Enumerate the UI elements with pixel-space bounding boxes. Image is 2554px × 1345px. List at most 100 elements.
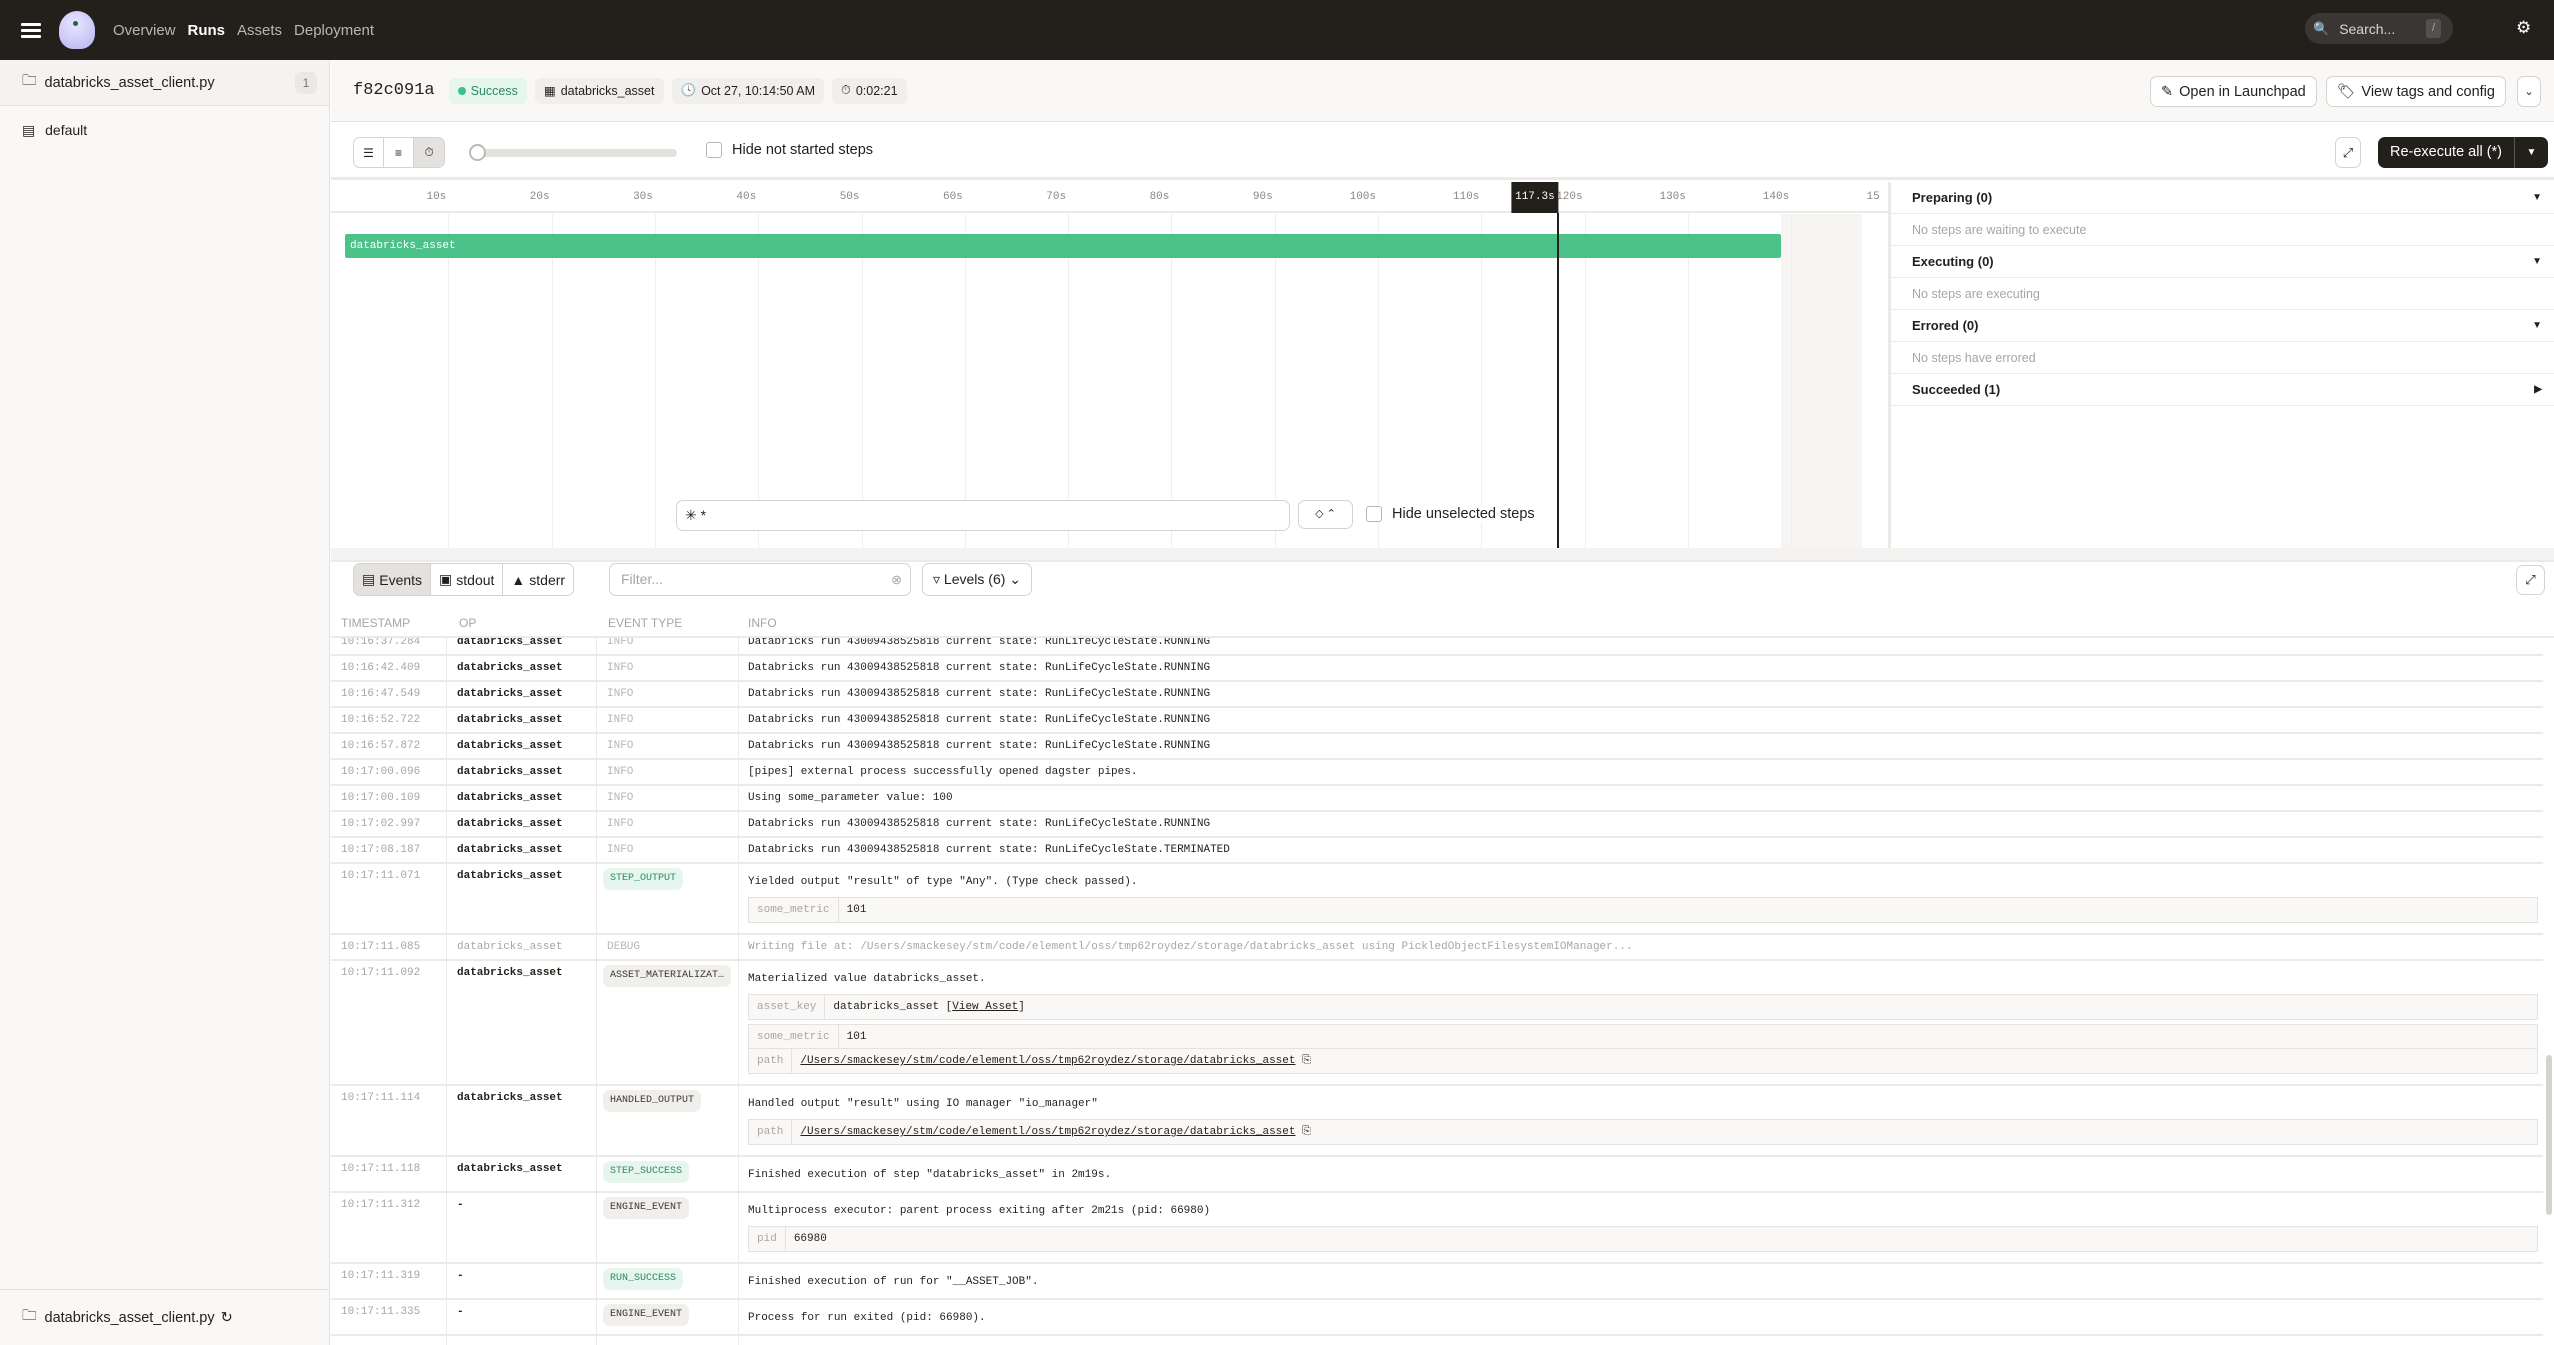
- caret-down-icon[interactable]: ▼: [2526, 147, 2537, 158]
- event-type-badge: STEP_OUTPUT: [603, 868, 684, 890]
- selection-options-button[interactable]: ◇ ⌃: [1298, 500, 1353, 529]
- timeline-cursor-label: 117.3s: [1511, 182, 1559, 213]
- reexecute-button[interactable]: Re-execute all (*) ▼: [2378, 137, 2548, 168]
- log-op[interactable]: databricks_asset: [457, 638, 563, 648]
- reload-icon[interactable]: ↻: [220, 1309, 233, 1326]
- log-message: Yielded output "result" of type "Any". (…: [748, 876, 1138, 888]
- slider-handle[interactable]: [469, 144, 486, 161]
- dagster-logo[interactable]: [59, 11, 95, 49]
- caret-right-icon[interactable]: ▶: [2534, 384, 2542, 395]
- sidebar-item-default[interactable]: ▤ default: [0, 106, 329, 155]
- path-link[interactable]: /Users/smackesey/stm/code/elementl/oss/t…: [800, 1055, 1296, 1067]
- log-op[interactable]: databricks_asset: [457, 844, 563, 856]
- flat-view-icon[interactable]: ☰: [354, 138, 384, 167]
- caret-down-icon[interactable]: ▼: [2532, 256, 2542, 267]
- status-section-header[interactable]: Errored (0) ▼: [1891, 310, 2554, 342]
- metadata-value: 66980: [786, 1233, 827, 1245]
- view-asset-link[interactable]: View Asset: [952, 1001, 1019, 1013]
- log-timestamp: 10:17:02.997: [341, 818, 421, 830]
- log-timestamp: 10:17:11.118: [341, 1163, 421, 1175]
- log-filter-input[interactable]: Filter... ⊗: [609, 563, 911, 596]
- metadata-key: asset_key: [749, 995, 826, 1019]
- metadata-value: 101: [839, 904, 867, 916]
- checkbox[interactable]: [1366, 506, 1382, 522]
- log-timestamp: 10:17:11.312: [341, 1199, 421, 1211]
- caret-down-icon[interactable]: ▼: [2532, 192, 2542, 203]
- timeline-cursor[interactable]: [1556, 213, 1559, 548]
- sidebar-file[interactable]: 🗀 databricks_asset_client.py 1: [0, 60, 329, 106]
- metadata-key: path: [749, 1120, 793, 1144]
- timeline-gridline: [1687, 214, 1689, 548]
- step-selection-input[interactable]: ✳ *: [676, 500, 1290, 531]
- tab-stdout[interactable]: ▣ stdout: [431, 564, 504, 595]
- hamburger-menu-icon[interactable]: [21, 22, 41, 38]
- log-info: Databricks run 43009438525818 current st…: [748, 638, 2543, 654]
- event-type-badge: ASSET_MATERIALIZAT…: [603, 965, 732, 987]
- zoom-slider[interactable]: [469, 144, 677, 161]
- panel-divider[interactable]: [331, 548, 2554, 562]
- levels-dropdown[interactable]: ▿ Levels (6) ⌄: [922, 563, 1033, 596]
- search-input[interactable]: 🔍 Search... /: [2305, 13, 2453, 44]
- timeline-end-shade: [1780, 214, 1862, 548]
- more-actions-button[interactable]: ⌄: [2517, 76, 2541, 107]
- timeline-tick: 140s: [1762, 191, 1790, 203]
- log-op[interactable]: databricks_asset: [457, 792, 563, 804]
- view-tags-button[interactable]: 🏷 View tags and config: [2326, 76, 2506, 107]
- log-op[interactable]: -: [457, 1270, 464, 1282]
- hide-unselected-checkbox[interactable]: Hide unselected steps: [1366, 506, 1535, 522]
- caret-down-icon[interactable]: ▼: [2532, 320, 2542, 331]
- expand-icon[interactable]: ⤢: [2335, 137, 2361, 168]
- expand-logs-icon[interactable]: ⤢: [2516, 565, 2545, 595]
- status-section-header[interactable]: Preparing (0) ▼: [1891, 182, 2554, 214]
- log-op[interactable]: databricks_asset: [457, 688, 563, 700]
- gear-icon[interactable]: ⚙: [2516, 18, 2532, 37]
- log-op[interactable]: databricks_asset: [457, 1092, 563, 1104]
- log-op[interactable]: databricks_asset: [457, 967, 563, 979]
- nav-overview[interactable]: Overview: [113, 21, 176, 39]
- tab-stderr[interactable]: ▲ stderr: [511, 571, 566, 588]
- copy-icon[interactable]: ⎘: [1295, 1126, 1311, 1138]
- sidebar-footer[interactable]: 🗀 databricks_asset_client.py ↻: [0, 1289, 330, 1345]
- timeline-tick: 120s: [1556, 191, 1583, 203]
- log-info: Databricks run 43009438525818 current st…: [748, 734, 2543, 758]
- nav-deployment[interactable]: Deployment: [294, 21, 375, 39]
- job-tag[interactable]: ▦ databricks_asset: [534, 77, 664, 104]
- tab-events[interactable]: ▤ Events: [354, 564, 432, 595]
- run-header: f82c091a Success ▦ databricks_asset 🕓 Oct …: [331, 60, 2554, 122]
- metadata-entry: some_metric 101: [749, 1024, 2537, 1049]
- log-row: 10:16:37.284 databricks_asset INFO Databric…: [331, 638, 2543, 656]
- log-op[interactable]: databricks_asset: [457, 714, 563, 726]
- log-op[interactable]: databricks_asset: [457, 941, 563, 953]
- log-op[interactable]: -: [457, 1199, 464, 1211]
- timeline-tick: 130s: [1659, 191, 1686, 203]
- nav-assets[interactable]: Assets: [237, 21, 283, 39]
- log-row: 10:17:08.187 databricks_asset INFO Databric…: [331, 838, 2543, 864]
- status-section-header[interactable]: Executing (0) ▼: [1891, 246, 2554, 278]
- path-link[interactable]: /Users/smackesey/stm/code/elementl/oss/t…: [800, 1126, 1296, 1138]
- step-bar-databricks-asset[interactable]: databricks_asset: [345, 234, 1781, 258]
- col-info: INFO: [748, 616, 777, 630]
- log-op[interactable]: databricks_asset: [457, 662, 563, 674]
- log-op[interactable]: databricks_asset: [457, 766, 563, 778]
- hide-not-started-checkbox[interactable]: Hide not started steps: [706, 142, 873, 158]
- nav-runs[interactable]: Runs: [187, 21, 226, 39]
- copy-icon[interactable]: ⎘: [1295, 1055, 1311, 1067]
- open-in-launchpad-button[interactable]: ✎ Open in Launchpad: [2150, 76, 2317, 107]
- job-name: databricks_asset: [560, 83, 655, 98]
- status-section-header[interactable]: Succeeded (1) ▶: [1891, 374, 2554, 406]
- log-level: INFO: [607, 818, 634, 830]
- log-op[interactable]: databricks_asset: [457, 818, 563, 830]
- gantt-timeline: 10s 20s 30s 40s 50s 60s 70s 80s 90s 100s 110s 120s 1…: [331, 182, 1888, 548]
- timer-view-icon[interactable]: ⏱: [414, 138, 444, 167]
- log-scrollbar[interactable]: [2546, 1055, 2552, 1215]
- clock-icon: 🕓: [680, 83, 697, 97]
- log-op[interactable]: databricks_asset: [457, 740, 563, 752]
- log-op[interactable]: databricks_asset: [457, 1163, 563, 1175]
- metadata-value: 101: [839, 1031, 867, 1043]
- checkbox[interactable]: [706, 142, 722, 158]
- clear-icon[interactable]: ⊗: [891, 572, 902, 587]
- log-op[interactable]: -: [457, 1306, 464, 1318]
- log-row: 10:17:11.092 databricks_asset ASSET_MATERI…: [331, 961, 2543, 1086]
- waterfall-view-icon[interactable]: ≡: [384, 138, 414, 167]
- log-op[interactable]: databricks_asset: [457, 870, 563, 882]
